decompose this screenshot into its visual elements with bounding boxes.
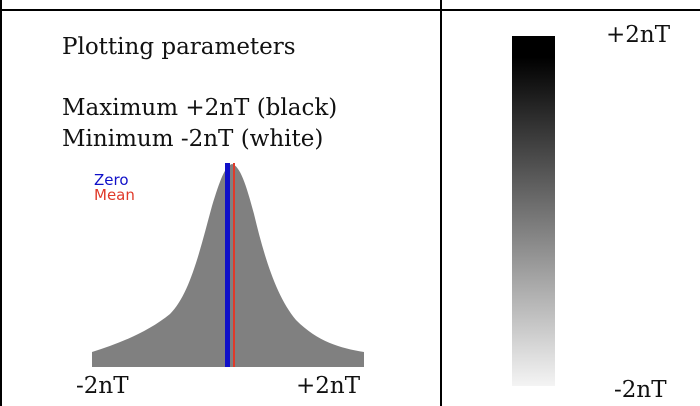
scale-bottom-label: -2nT — [614, 377, 667, 403]
mean-line — [233, 163, 235, 367]
scale-top-label: +2nT — [606, 22, 671, 48]
panel-heading: Plotting parameters — [62, 34, 296, 60]
zero-line — [225, 163, 230, 367]
maximum-line: Maximum +2nT (black) — [62, 95, 338, 121]
legend-zero-label: Zero — [94, 171, 129, 189]
left-divider — [0, 0, 2, 406]
top-divider — [0, 9, 700, 11]
histogram-min-label: -2nT — [76, 373, 129, 399]
greyscale-bar — [512, 36, 555, 386]
legend-mean-label: Mean — [94, 186, 135, 204]
minimum-line: Minimum -2nT (white) — [62, 126, 324, 152]
histogram-max-label: +2nT — [296, 373, 361, 399]
column-divider — [440, 0, 442, 406]
